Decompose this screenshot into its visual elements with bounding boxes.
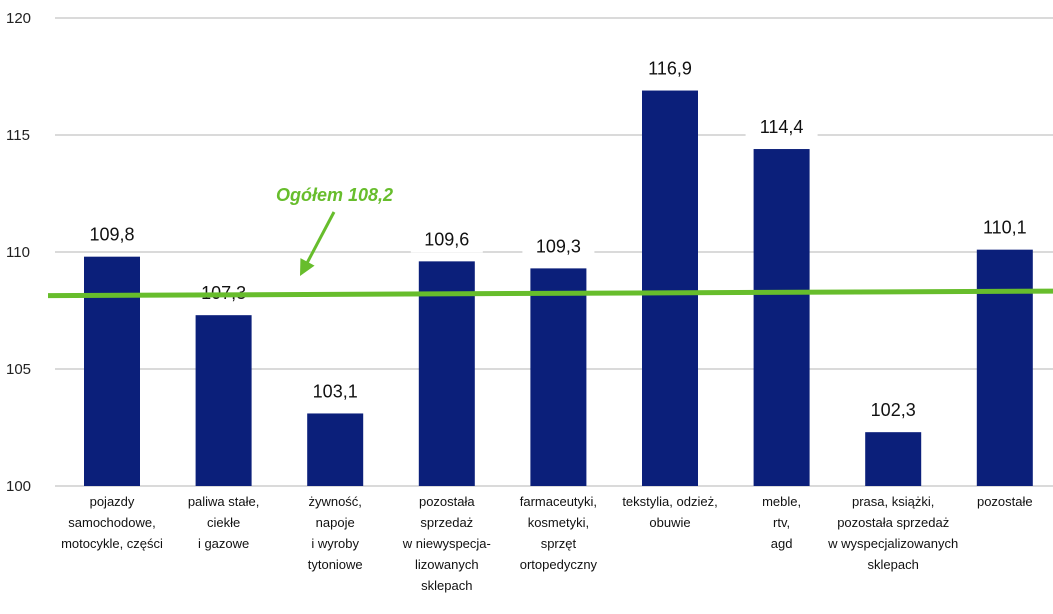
bar — [642, 90, 698, 486]
value-labels: 109,8107,3103,1109,6109,3116,9114,4102,3… — [76, 55, 1041, 424]
reference-line-label: Ogółem 108,2 — [276, 185, 393, 205]
bar — [195, 315, 252, 486]
value-label-background — [968, 214, 1041, 241]
bar — [307, 413, 364, 486]
value-label-background — [745, 114, 818, 141]
value-label-background — [410, 226, 483, 253]
reference-line — [47, 288, 1053, 299]
reference-line-group: Ogółem 108,2 — [47, 185, 1053, 299]
bar — [976, 249, 1033, 486]
bar — [84, 256, 140, 486]
value-label-background — [634, 55, 706, 82]
value-label-background — [299, 378, 372, 405]
value-label: 109,3 — [536, 236, 581, 256]
category-label: pozostała sprzedaż w niewyspecja-lizowanyc… — [402, 494, 491, 593]
bar — [530, 268, 587, 486]
category-labels: pojazdy samochodowe, motocykle, części pali… — [61, 494, 1033, 593]
value-label-background — [857, 397, 930, 424]
value-label-background — [76, 221, 148, 248]
category-label: paliwa stałe, ciekłe i gazowe — [188, 494, 260, 551]
y-axis-tick-labels: 100 105 110 115 120 — [6, 10, 31, 495]
value-label: 103,1 — [313, 381, 358, 401]
value-label: 110,1 — [983, 218, 1027, 238]
y-tick-label: 110 — [6, 244, 30, 261]
value-label-background — [522, 233, 595, 260]
category-label: pojazdy samochodowe, motocykle, części — [61, 494, 163, 551]
value-label: 102,3 — [871, 400, 916, 420]
bar — [865, 432, 922, 486]
reference-arrow-shaft — [304, 211, 336, 266]
category-label: farmaceutyki, kosmetyki, sprzęt ortopedyczn… — [520, 494, 598, 572]
value-label: 114,4 — [760, 117, 804, 137]
value-label: 116,9 — [648, 59, 692, 79]
bar — [418, 261, 475, 486]
category-label: pozostałe — [977, 494, 1033, 509]
value-label: 109,8 — [89, 225, 134, 245]
y-tick-label: 105 — [6, 361, 31, 378]
value-label: 109,6 — [424, 229, 469, 249]
y-tick-label: 120 — [6, 10, 31, 27]
category-label: żywność, napoje i wyroby tytoniowe — [308, 494, 363, 572]
category-label: meble, rtv, agd — [762, 494, 801, 551]
y-tick-label: 100 — [6, 478, 31, 495]
reference-arrow-head — [300, 258, 315, 276]
category-label: tekstylia, odzież, obuwie — [622, 494, 717, 530]
category-label: prasa, książki, pozostała sprzedaż w wyspe… — [827, 494, 958, 572]
y-tick-label: 115 — [6, 127, 30, 144]
bar — [753, 149, 810, 487]
